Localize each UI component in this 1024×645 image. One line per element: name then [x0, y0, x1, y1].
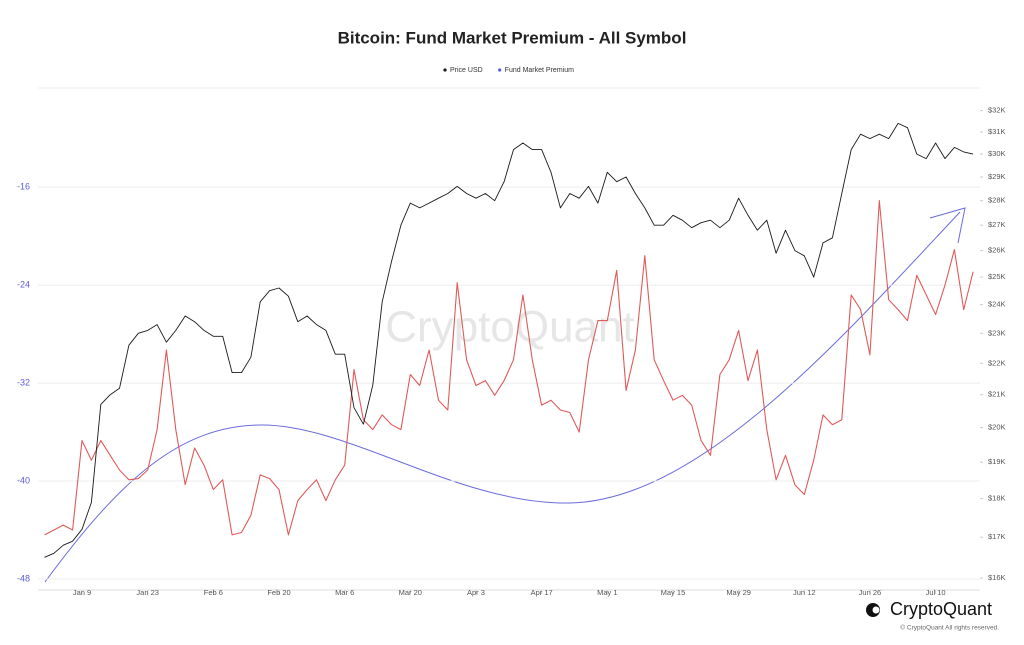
legend-marker [443, 68, 447, 72]
logo-icon-inner [872, 606, 880, 614]
y2-tick-label: $24K [988, 300, 1006, 309]
y2-tick-label: $25K [988, 272, 1006, 281]
y2-tick-label: $27K [988, 220, 1006, 229]
y2-tick-label: $20K [988, 423, 1006, 432]
series-line [44, 200, 974, 536]
y-tick-label: -32 [17, 377, 30, 387]
chart-title: Bitcoin: Fund Market Premium - All Symbo… [338, 28, 687, 47]
y-tick-label: -48 [17, 573, 30, 583]
y2-tick-label: $26K [988, 246, 1006, 255]
x-tick-label: Apr 17 [531, 588, 553, 597]
y2-tick-label: $21K [988, 390, 1006, 399]
copyright: © CryptoQuant All rights reserved. [900, 624, 999, 632]
x-tick-label: Jan 9 [73, 588, 91, 597]
x-tick-label: Feb 20 [267, 588, 290, 597]
trend-arrowhead [929, 207, 966, 244]
x-tick-label: Jul 10 [926, 588, 946, 597]
x-tick-label: Jun 26 [859, 588, 882, 597]
y-tick-label: -24 [17, 280, 30, 290]
x-tick-label: Mar 20 [399, 588, 422, 597]
y-tick-label: -40 [17, 475, 30, 485]
x-tick-label: Apr 3 [467, 588, 485, 597]
x-tick-label: May 1 [597, 588, 617, 597]
y-tick-label: -16 [17, 182, 30, 192]
y2-tick-label: $16K [988, 573, 1006, 582]
y2-tick-label: $18K [988, 494, 1006, 503]
series-line [44, 122, 974, 558]
legend: Price USD Fund Market Premium [443, 67, 574, 74]
x-tick-label: Jun 12 [793, 588, 816, 597]
x-tick-label: May 15 [661, 588, 686, 597]
trend-annotation [44, 211, 961, 583]
y2-tick-label: $23K [988, 328, 1006, 337]
y2-tick-label: $31K [988, 127, 1006, 136]
x-tick-label: Jan 23 [136, 588, 159, 597]
brand-logo [866, 603, 880, 617]
y2-tick-label: $17K [988, 532, 1006, 541]
x-tick-label: Mar 6 [335, 588, 354, 597]
y2-tick-label: $22K [988, 358, 1006, 367]
legend-marker [498, 68, 502, 72]
x-tick-label: May 29 [726, 588, 751, 597]
y2-tick-label: $32K [988, 106, 1006, 115]
y2-tick-label: $19K [988, 457, 1006, 466]
y2-tick-label: $28K [988, 196, 1006, 205]
y2-tick-label: $29K [988, 172, 1006, 181]
legend-label: Fund Market Premium [505, 67, 574, 74]
y2-tick-label: $30K [988, 149, 1006, 158]
watermark: CryptoQuant [385, 303, 634, 352]
brand-name: CryptoQuant [890, 599, 992, 619]
legend-label: Price USD [450, 67, 483, 74]
x-tick-label: Feb 6 [204, 588, 223, 597]
